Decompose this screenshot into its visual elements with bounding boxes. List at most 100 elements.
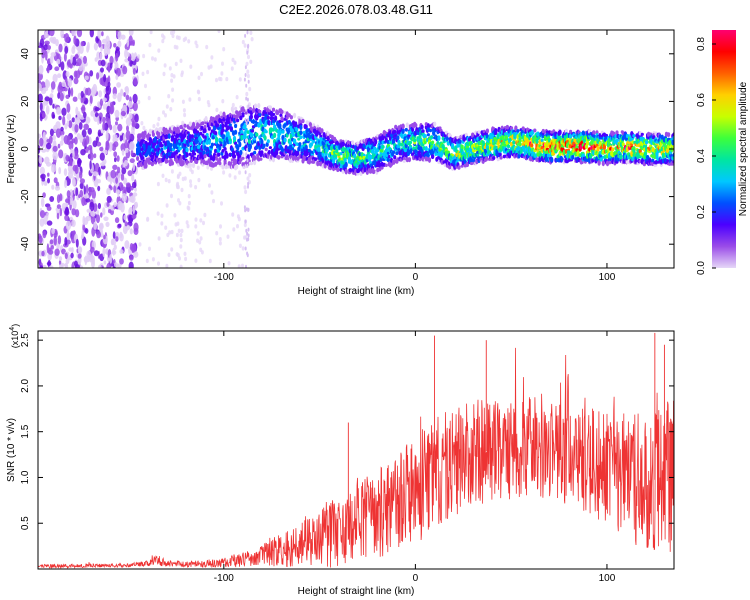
spectrogram-noise-cell [38,64,44,75]
spectrogram-noise-cell [51,228,55,235]
spectrogram-signal-cell [230,106,234,113]
spectrogram-signal-cell [244,111,248,115]
spectrogram-noise-cell [128,261,134,268]
spectrogram-signal-cell [402,159,406,163]
spectrogram-signal-cell [214,131,218,136]
spectrogram-signal-cell [210,142,214,147]
spectrogram-noise-cell [102,97,107,102]
spectrogram-noise-cell [117,40,122,48]
spectrogram-noise-cell [126,39,130,47]
spectrogram-signal-cell [299,135,303,139]
spectrogram-signal-cell [152,142,157,146]
spectrogram-signal-cell [280,116,284,122]
spectrogram-noise-cell [57,84,63,94]
snr-y-tick-label: 0.5 [20,516,31,530]
spectrogram-signal-cell [413,138,417,143]
spectrogram-noise-cell [42,192,46,199]
spectrogram-noise-cell [115,236,119,242]
spectrogram-signal-cell [181,162,185,166]
spectrogram-noise-cell [38,133,41,139]
spectrogram-noise-cell [85,135,90,145]
spectrogram-signal-cell [219,143,223,147]
spectrogram-faint-cell [169,107,173,112]
spectrogram-faint-cell [151,257,155,262]
spectrogram-signal-cell [270,116,275,120]
spectrogram-signal-cell [414,123,418,128]
spectrogram-signal-cell [516,129,520,133]
spectrogram-noise-cell [117,263,122,268]
spectrogram-noise-cell [99,77,104,86]
spectrogram-noise-cell [41,250,45,257]
spectrogram-faint-cell [167,179,171,184]
spectrogram-noise-cell [106,195,112,203]
spectrogram-faint-cell [244,189,248,195]
spectrogram-faint-cell [195,43,199,49]
spectrogram-noise-cell [46,142,52,150]
spectrogram-noise-cell [57,73,62,79]
spectrogram-noise-cell [64,214,69,221]
spectrogram-signal-cell [153,147,158,152]
spectrogram-noise-cell [48,247,52,252]
spectrogram-faint-cell [231,212,235,217]
spectrogram-noise-cell [62,115,66,126]
spectrogram-noise-cell [113,141,119,148]
spectrogram-signal-cell [234,123,238,129]
colorbar-tick-label: 0.0 [696,261,707,275]
spectrogram-noise-cell [66,103,71,113]
spectrogram-noise-cell [74,136,78,145]
spectrogram-faint-cell [230,66,234,71]
spectrogram-noise-cell [73,35,77,45]
spectrogram-signal-cell [192,152,197,156]
spectrogram-faint-cell [161,173,165,178]
spectrogram-x-tick-label: -100 [214,272,234,283]
spectrogram-signal-cell [644,140,649,145]
spectrogram-noise-cell [71,219,76,228]
spectrogram-noise-cell [97,202,101,210]
spectrogram-signal-cell [185,147,189,153]
spectrogram-noise-cell [54,185,61,191]
spectrogram-noise-cell [43,31,47,39]
spectrogram-noise-cell [49,30,55,37]
spectrogram-signal-cell [185,153,189,157]
spectrogram-noise-cell [112,134,118,140]
spectrogram-noise-cell [112,164,118,170]
spectrogram-signal-cell [393,155,397,160]
spectrogram-signal-cell [188,163,192,167]
spectrogram-noise-cell [129,255,134,261]
spectrogram-signal-cell [228,123,232,127]
spectrogram-faint-cell [142,125,146,131]
spectrogram-signal-cell [236,118,240,123]
spectrogram-faint-cell [227,261,231,266]
spectrogram-faint-cell [189,167,193,172]
spectrogram-signal-cell [278,122,282,129]
spectrogram-noise-cell [83,185,87,195]
spectrogram-signal-cell [558,129,562,136]
spectrogram-noise-cell [93,221,97,230]
spectrogram-faint-cell [142,53,146,59]
spectrogram-signal-cell [615,138,619,143]
spectrogram-noise-cell [49,196,55,202]
spectrogram-faint-cell [156,122,160,127]
spectrogram-faint-cell [179,264,183,268]
spectrogram-y-label: Frequency (Hz) [6,115,17,184]
spectrogram-noise-cell [131,174,135,182]
spectrogram-noise-cell [39,102,43,112]
spectrogram-signal-cell [283,137,287,143]
spectrogram-noise-cell [50,81,56,90]
spectrogram-faint-cell [206,165,210,170]
spectrogram-noise-cell [66,113,72,121]
spectrogram-noise-cell [71,208,77,216]
spectrogram-noise-cell [39,166,46,175]
spectrogram-noise-cell [120,34,126,40]
spectrogram-noise-cell [60,126,64,132]
spectrogram-noise-cell [55,121,61,129]
spectrogram-noise-cell [131,120,137,128]
spectrogram-noise-cell [96,141,102,147]
spectrogram-faint-cell [148,246,151,251]
spectrogram-noise-cell [120,88,124,97]
spectrogram-noise-cell [74,124,79,133]
spectrogram-noise-cell [59,207,63,217]
spectrogram-faint-cell [170,247,174,252]
spectrogram-noise-cell [49,239,54,245]
